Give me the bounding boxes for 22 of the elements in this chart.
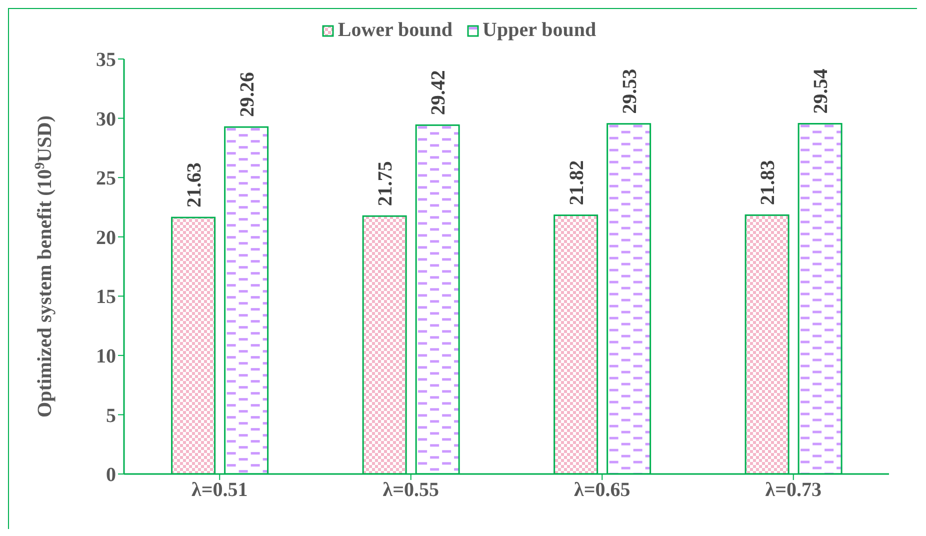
y-tick-label: 15	[96, 286, 116, 308]
y-tick-label: 20	[96, 226, 116, 249]
data-label: 21.75	[374, 161, 397, 206]
data-label: 29.42	[428, 70, 450, 116]
data-label: 21.82	[566, 160, 588, 206]
x-tick-label: λ=0.73	[765, 479, 822, 502]
y-tick-label: 5	[106, 404, 116, 427]
y-tick-label: 25	[96, 168, 116, 190]
data-label: 21.63	[183, 162, 206, 208]
x-tick-label: λ=0.55	[382, 479, 439, 502]
data-label: 29.53	[618, 68, 641, 114]
data-label: 21.83	[757, 160, 780, 206]
legend-label: Upper bound	[482, 19, 596, 42]
y-tick-label: 10	[96, 346, 116, 368]
data-label: 29.54	[810, 68, 832, 114]
legend-label: Lower bound	[336, 19, 453, 42]
data-label: 29.26	[236, 72, 258, 118]
x-tick-label: λ=0.51	[192, 479, 248, 502]
y-tick-label: 0	[106, 464, 116, 486]
y-tick-label: 30	[96, 108, 116, 130]
y-tick-label: 35	[96, 49, 116, 72]
x-tick-label: λ=0.65	[574, 479, 630, 502]
